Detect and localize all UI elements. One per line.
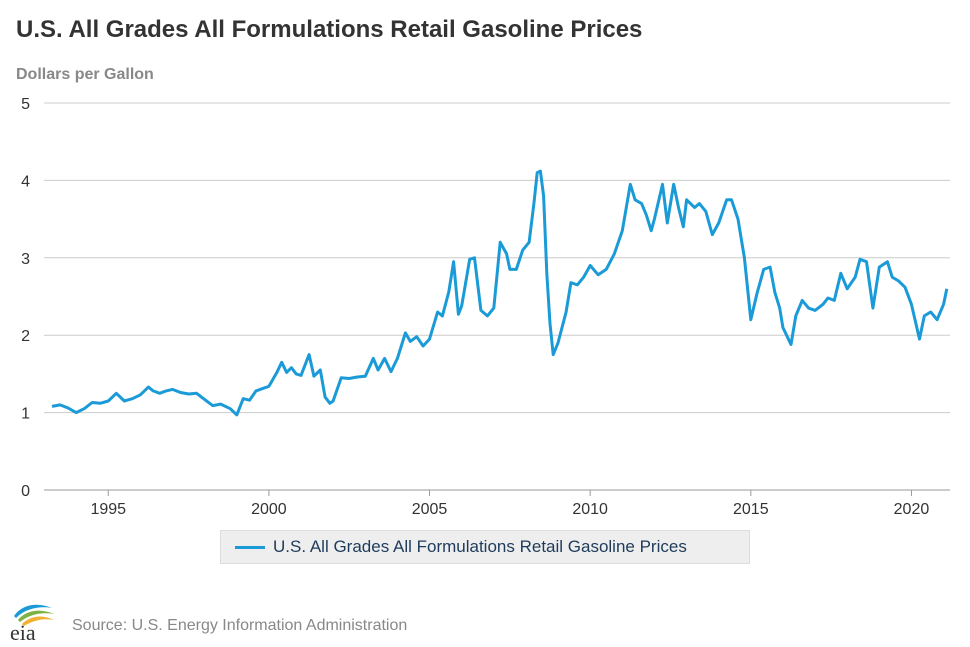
x-tick-label: 2015 xyxy=(733,501,769,518)
y-tick-label: 2 xyxy=(21,328,30,345)
series-layer xyxy=(51,169,949,417)
source-note: Source: U.S. Energy Information Administ… xyxy=(72,617,408,634)
chart-title: U.S. All Grades All Formulations Retail … xyxy=(16,16,643,43)
x-tick-label: 2000 xyxy=(251,501,287,518)
legend[interactable]: U.S. All Grades All Formulations Retail … xyxy=(220,530,750,564)
y-axis-units-label: Dollars per Gallon xyxy=(16,66,154,83)
series-line[interactable] xyxy=(51,169,949,417)
legend-swatch xyxy=(235,545,265,549)
legend-label: U.S. All Grades All Formulations Retail … xyxy=(273,537,687,556)
y-tick-label: 1 xyxy=(21,406,30,423)
x-tick-label: 2005 xyxy=(412,501,448,518)
y-tick-label: 4 xyxy=(21,173,30,190)
y-tick-label: 3 xyxy=(21,251,30,268)
y-tick-label: 5 xyxy=(21,96,30,113)
eia-logo-icon: eia xyxy=(10,604,54,644)
svg-text:eia: eia xyxy=(10,620,36,644)
gridlines xyxy=(44,102,950,491)
y-axis-ticks: 0 1 2 3 4 5 xyxy=(21,96,30,500)
x-tick-label: 2020 xyxy=(894,501,930,518)
x-tick-label: 2010 xyxy=(572,501,608,518)
y-tick-label: 0 xyxy=(21,483,30,500)
line-chart: 0 1 2 3 4 5 1995 2000 2005 2010 2015 2020 xyxy=(21,96,950,518)
x-tick-label: 1995 xyxy=(90,501,126,518)
x-axis-ticks: 1995 2000 2005 2010 2015 2020 xyxy=(90,490,929,518)
